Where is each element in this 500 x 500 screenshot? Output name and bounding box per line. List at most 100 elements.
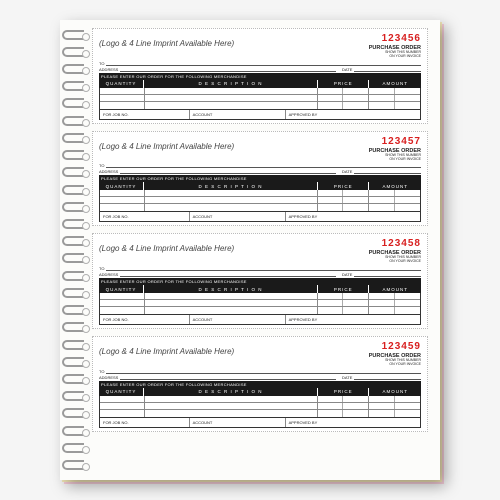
for-job-label: FOR JOB NO. [100, 110, 190, 119]
to-field[interactable] [106, 61, 421, 66]
approved-label: APPROVED BY [286, 110, 420, 119]
to-field[interactable] [106, 369, 421, 374]
purchase-order-book: (Logo & 4 Line Imprint Available Here) 1… [60, 20, 440, 480]
col-quantity: QUANTITY [99, 80, 144, 88]
col-description: D E S C R I P T I O N [144, 80, 318, 88]
line-item-row[interactable] [100, 403, 420, 410]
purchase-order-form: (Logo & 4 Line Imprint Available Here) 1… [92, 233, 428, 329]
po-number: 123456 [369, 33, 421, 44]
column-header: QUANTITY D E S C R I P T I O N PRICE AMO… [99, 80, 421, 88]
col-description: D E S C R I P T I O N [144, 285, 318, 293]
po-number: 123457 [369, 136, 421, 147]
account-label: ACCOUNT [190, 110, 286, 119]
date-label: DATE [342, 67, 352, 72]
instruction-bar: PLEASE ENTER OUR ORDER FOR THE FOLLOWING… [99, 278, 421, 285]
imprint-placeholder: (Logo & 4 Line Imprint Available Here) [99, 238, 234, 253]
col-amount: AMOUNT [369, 285, 421, 293]
line-item-row[interactable] [100, 88, 420, 95]
col-description: D E S C R I P T I O N [144, 388, 318, 396]
col-price: PRICE [318, 80, 370, 88]
col-description: D E S C R I P T I O N [144, 182, 318, 190]
account-label: ACCOUNT [190, 212, 286, 221]
date-field[interactable] [354, 375, 421, 380]
to-field[interactable] [106, 266, 421, 271]
date-label: DATE [342, 272, 352, 277]
po-block: 123459 PURCHASE ORDER SHOW THIS NUMBER O… [369, 341, 421, 367]
col-price: PRICE [318, 388, 370, 396]
for-job-label: FOR JOB NO. [100, 315, 190, 324]
date-label: DATE [342, 169, 352, 174]
line-item-row[interactable] [100, 410, 420, 417]
col-price: PRICE [318, 285, 370, 293]
col-quantity: QUANTITY [99, 285, 144, 293]
imprint-placeholder: (Logo & 4 Line Imprint Available Here) [99, 136, 234, 151]
po-subtext: SHOW THIS NUMBER ON YOUR INVOICE [369, 51, 421, 59]
date-label: DATE [342, 375, 352, 380]
date-field[interactable] [354, 67, 421, 72]
spiral-binding [60, 20, 86, 480]
address-field[interactable] [120, 169, 336, 174]
line-item-row[interactable] [100, 307, 420, 314]
line-items [99, 88, 421, 110]
column-header: QUANTITY D E S C R I P T I O N PRICE AMO… [99, 182, 421, 190]
purchase-order-form: (Logo & 4 Line Imprint Available Here) 1… [92, 336, 428, 432]
approved-label: APPROVED BY [286, 212, 420, 221]
form-footer: FOR JOB NO. ACCOUNT APPROVED BY [99, 418, 421, 428]
to-label: TO [99, 163, 104, 168]
imprint-placeholder: (Logo & 4 Line Imprint Available Here) [99, 33, 234, 48]
to-label: TO [99, 369, 104, 374]
col-amount: AMOUNT [369, 388, 421, 396]
to-label: TO [99, 61, 104, 66]
po-block: 123456 PURCHASE ORDER SHOW THIS NUMBER O… [369, 33, 421, 59]
line-items [99, 396, 421, 418]
page-stack: (Logo & 4 Line Imprint Available Here) 1… [86, 20, 440, 480]
line-item-row[interactable] [100, 197, 420, 204]
line-item-row[interactable] [100, 102, 420, 109]
line-item-row[interactable] [100, 396, 420, 403]
line-items [99, 190, 421, 212]
address-label: ADDRESS [99, 272, 118, 277]
form-footer: FOR JOB NO. ACCOUNT APPROVED BY [99, 315, 421, 325]
purchase-order-form: (Logo & 4 Line Imprint Available Here) 1… [92, 28, 428, 124]
date-field[interactable] [354, 169, 421, 174]
col-price: PRICE [318, 182, 370, 190]
address-field[interactable] [120, 67, 336, 72]
po-block: 123457 PURCHASE ORDER SHOW THIS NUMBER O… [369, 136, 421, 162]
col-amount: AMOUNT [369, 182, 421, 190]
line-item-row[interactable] [100, 300, 420, 307]
column-header: QUANTITY D E S C R I P T I O N PRICE AMO… [99, 388, 421, 396]
instruction-bar: PLEASE ENTER OUR ORDER FOR THE FOLLOWING… [99, 381, 421, 388]
line-item-row[interactable] [100, 190, 420, 197]
line-item-row[interactable] [100, 293, 420, 300]
form-footer: FOR JOB NO. ACCOUNT APPROVED BY [99, 110, 421, 120]
account-label: ACCOUNT [190, 418, 286, 427]
col-quantity: QUANTITY [99, 388, 144, 396]
to-label: TO [99, 266, 104, 271]
address-field[interactable] [120, 375, 336, 380]
line-items [99, 293, 421, 315]
po-subtext: SHOW THIS NUMBER ON YOUR INVOICE [369, 154, 421, 162]
instruction-bar: PLEASE ENTER OUR ORDER FOR THE FOLLOWING… [99, 73, 421, 80]
for-job-label: FOR JOB NO. [100, 418, 190, 427]
address-field[interactable] [120, 272, 336, 277]
col-amount: AMOUNT [369, 80, 421, 88]
approved-label: APPROVED BY [286, 418, 420, 427]
address-label: ADDRESS [99, 67, 118, 72]
line-item-row[interactable] [100, 204, 420, 211]
po-number: 123459 [369, 341, 421, 352]
address-label: ADDRESS [99, 169, 118, 174]
po-block: 123458 PURCHASE ORDER SHOW THIS NUMBER O… [369, 238, 421, 264]
approved-label: APPROVED BY [286, 315, 420, 324]
po-subtext: SHOW THIS NUMBER ON YOUR INVOICE [369, 359, 421, 367]
line-item-row[interactable] [100, 95, 420, 102]
for-job-label: FOR JOB NO. [100, 212, 190, 221]
col-quantity: QUANTITY [99, 182, 144, 190]
imprint-placeholder: (Logo & 4 Line Imprint Available Here) [99, 341, 234, 356]
po-subtext: SHOW THIS NUMBER ON YOUR INVOICE [369, 256, 421, 264]
form-footer: FOR JOB NO. ACCOUNT APPROVED BY [99, 212, 421, 222]
column-header: QUANTITY D E S C R I P T I O N PRICE AMO… [99, 285, 421, 293]
po-number: 123458 [369, 238, 421, 249]
to-field[interactable] [106, 163, 421, 168]
date-field[interactable] [354, 272, 421, 277]
purchase-order-form: (Logo & 4 Line Imprint Available Here) 1… [92, 131, 428, 227]
